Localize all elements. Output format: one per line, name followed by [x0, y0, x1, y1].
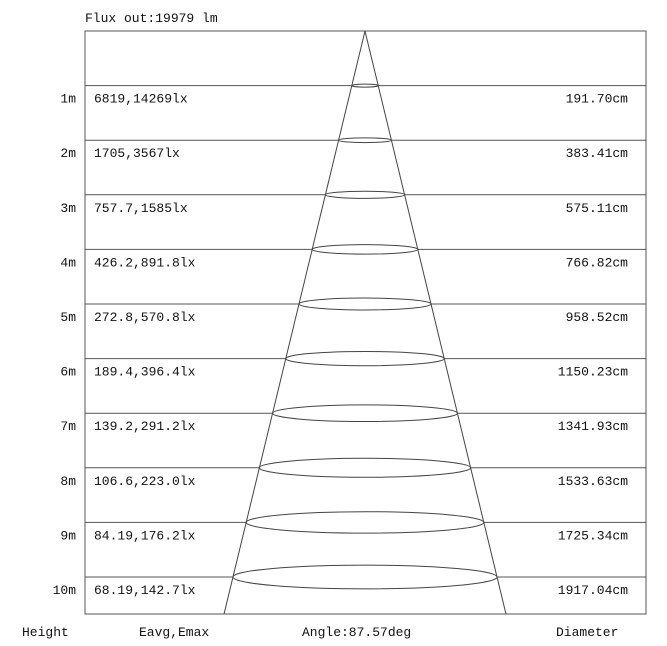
flux-out-label: Flux out:19979 lm [85, 11, 218, 26]
beam-ellipse-mask [246, 511, 484, 534]
row-diameter: 1341.93cm [558, 419, 628, 434]
footer-angle-label: Angle:87.57deg [302, 625, 411, 640]
footer-height-label: Height [22, 625, 69, 640]
row-height: 8m [60, 474, 76, 489]
beam-ellipse-mask [351, 84, 379, 88]
row-illuminance: 68.19,142.7lx [94, 583, 196, 598]
beam-ellipse-mask [298, 298, 432, 310]
row-illuminance: 272.8,570.8lx [94, 310, 196, 325]
footer-illuminance-label: Eavg,Emax [139, 625, 209, 640]
row-diameter: 575.11cm [566, 201, 629, 216]
row-diameter: 191.70cm [566, 92, 629, 107]
row-illuminance: 757.7,1585lx [94, 201, 188, 216]
row-diameter: 1533.63cm [558, 474, 628, 489]
row-diameter: 1917.04cm [558, 583, 628, 598]
beam-ellipse-mask [232, 565, 498, 589]
cone-right-edge [364, 30, 507, 615]
row-diameter: 383.41cm [566, 146, 629, 161]
row-height: 4m [60, 255, 76, 270]
beam-ellipse-mask [272, 404, 458, 422]
row-illuminance: 426.2,891.8lx [94, 255, 196, 270]
row-height: 6m [60, 365, 76, 380]
row-height: 5m [60, 310, 76, 325]
row-diameter: 958.52cm [566, 310, 629, 325]
row-diameter: 1725.34cm [558, 528, 628, 543]
row-diameter: 1150.23cm [558, 365, 628, 380]
beam-ellipse-mask [285, 351, 445, 366]
beam-ellipse-mask [338, 137, 392, 143]
row-illuminance: 6819,14269lx [94, 92, 188, 107]
row-height: 7m [60, 419, 76, 434]
beam-ellipse-mask [325, 191, 405, 199]
row-illuminance: 189.4,396.4lx [94, 365, 196, 380]
row-height: 10m [53, 583, 77, 598]
row-illuminance: 1705,3567lx [94, 146, 180, 161]
row-illuminance: 106.6,223.0lx [94, 474, 196, 489]
cone-left-edge [223, 30, 366, 615]
row-height: 1m [60, 92, 76, 107]
row-height: 3m [60, 201, 76, 216]
row-diameter: 766.82cm [566, 255, 629, 270]
row-illuminance: 139.2,291.2lx [94, 419, 196, 434]
row-illuminance: 84.19,176.2lx [94, 528, 196, 543]
beam-ellipse-mask [312, 244, 418, 255]
footer-diameter-label: Diameter [556, 625, 618, 640]
row-height: 9m [60, 528, 76, 543]
beam-ellipse-mask [259, 458, 471, 478]
row-height: 2m [60, 146, 76, 161]
